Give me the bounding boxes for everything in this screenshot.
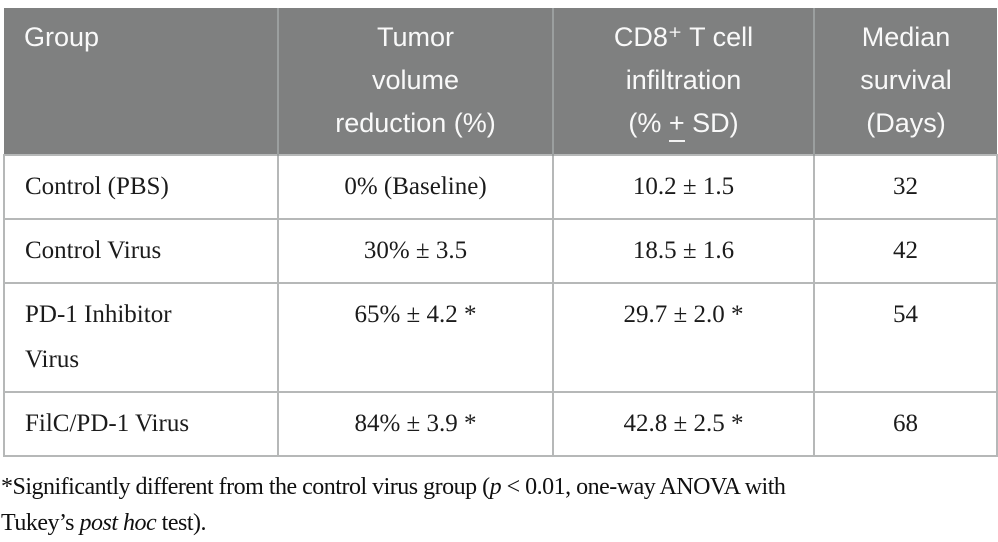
cell-median-survival: 32 (813, 154, 998, 220)
cell-tumor-reduction: 65% ± 4.2 * (277, 282, 554, 393)
table-row: Control Virus 30% ± 3.5 18.5 ± 1.6 42 (3, 218, 998, 284)
table-header-row: Group Tumor volume reduction (%) CD8⁺ T … (4, 8, 997, 155)
cell-group: Control (PBS) (3, 154, 279, 220)
footnote-p-italic: p (489, 474, 502, 500)
footnote-text: *Significantly different from the contro… (1, 474, 490, 500)
cell-cd8-infiltration: 29.7 ± 2.0 * (552, 282, 815, 393)
header-label-group: Group (24, 22, 100, 52)
table-row: Control (PBS) 0% (Baseline) 10.2 ± 1.5 3… (3, 154, 998, 220)
cell-cd8-infiltration: 18.5 ± 1.6 (552, 218, 815, 284)
cell-group: Control Virus (3, 218, 279, 284)
cd8-unit-close: SD) (684, 108, 739, 138)
cell-tumor-reduction: 30% ± 3.5 (277, 218, 554, 284)
table-footnote: *Significantly different from the contro… (1, 469, 979, 541)
plus-minus-symbol: + (668, 110, 685, 142)
cell-tumor-reduction: 0% (Baseline) (277, 154, 554, 220)
footnote-text: test). (156, 510, 207, 536)
cell-median-survival: 54 (813, 282, 998, 393)
header-cell-tumor-volume-reduction: Tumor volume reduction (%) (277, 8, 553, 155)
cell-tumor-reduction: 84% ± 3.9 * (277, 391, 554, 457)
header-cell-group: Group (4, 8, 278, 155)
header-label-cd8-infiltration: CD8⁺ T cell infiltration (613, 22, 754, 95)
footnote-text: < 0.01, one-way ANOVA with Tukey’s (1, 474, 786, 536)
header-label-cd8-unit: (% + SD) (628, 108, 739, 142)
table-figure-page: Group Tumor volume reduction (%) CD8⁺ T … (0, 8, 998, 542)
cell-group: PD-1 Inhibitor Virus (3, 282, 279, 393)
table-row: PD-1 Inhibitor Virus 65% ± 4.2 * 29.7 ± … (3, 282, 998, 393)
cell-group: FilC/PD-1 Virus (3, 391, 279, 457)
cell-median-survival: 68 (813, 391, 998, 457)
header-cell-median-survival: Median survival (Days) (813, 8, 997, 155)
cell-median-survival: 42 (813, 218, 998, 284)
header-label-median-survival: Median survival (Days) (860, 22, 952, 138)
cell-cd8-infiltration: 42.8 ± 2.5 * (552, 391, 815, 457)
cd8-unit-open: (% (628, 108, 669, 138)
cell-cd8-infiltration: 10.2 ± 1.5 (552, 154, 815, 220)
table-row: FilC/PD-1 Virus 84% ± 3.9 * 42.8 ± 2.5 *… (3, 391, 998, 457)
header-cell-cd8-infiltration: CD8⁺ T cell infiltration (% + SD) (552, 8, 814, 155)
results-table: Group Tumor volume reduction (%) CD8⁺ T … (3, 8, 998, 457)
header-label-tumor-volume-reduction: Tumor volume reduction (%) (335, 22, 496, 138)
footnote-posthoc-italic: post hoc (79, 510, 157, 536)
